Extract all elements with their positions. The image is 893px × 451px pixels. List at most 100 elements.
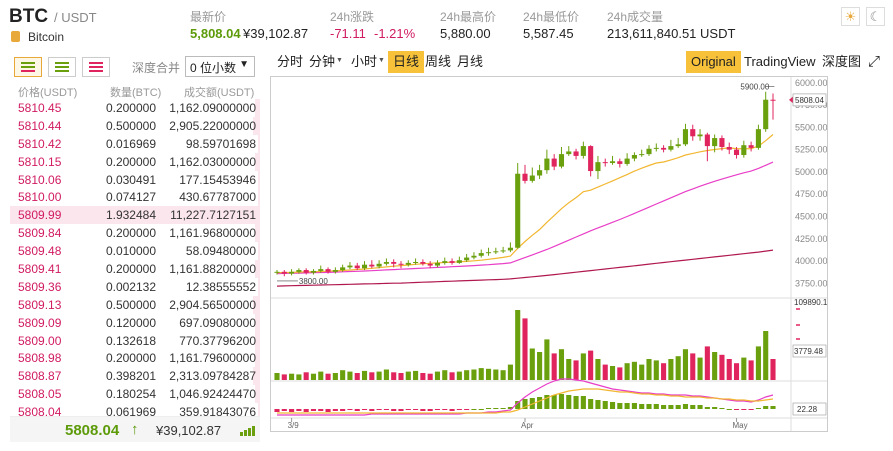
chart-tab[interactable]: 日线 [388, 51, 425, 73]
order-row[interactable]: 5810.44 0.500000 2,905.22000000 [10, 116, 260, 135]
volume-bar [340, 370, 346, 380]
chart-mode-tab[interactable]: Original [686, 51, 741, 73]
volume-bar [639, 364, 645, 380]
indicator-bar [609, 402, 616, 409]
order-row[interactable]: 5808.98 0.200000 1,161.79600000 [10, 349, 260, 368]
depth-bar [252, 295, 260, 314]
volume-bar [748, 360, 754, 380]
indicator-bar [763, 406, 769, 409]
candle-body [464, 257, 470, 261]
candle-body [631, 155, 637, 159]
signal-icon [240, 426, 255, 436]
depth-bar [252, 116, 260, 135]
candle-body [413, 262, 419, 264]
order-row[interactable]: 5809.36 0.002132 12.38555552 [10, 277, 260, 296]
order-amount: 1.932484 [105, 208, 156, 223]
candle-body [383, 262, 389, 264]
order-row[interactable]: 5809.48 0.010000 58.09480000 [10, 242, 260, 261]
stat-change: -71.11 [330, 26, 366, 41]
order-amount: 0.500000 [105, 118, 156, 133]
order-row[interactable]: 5810.45 0.200000 1,162.09000000 [10, 99, 260, 117]
candle-body [478, 253, 484, 256]
order-total: 58.09480000 [185, 244, 256, 259]
volume-bar [522, 318, 528, 380]
caret-down-icon: ▼ [336, 57, 343, 64]
sun-icon[interactable]: ☀ [841, 7, 860, 26]
order-amount: 0.200000 [105, 101, 156, 115]
view-both-icon[interactable] [14, 57, 42, 77]
candle-body [682, 129, 689, 145]
order-row[interactable]: 5809.13 0.500000 2,904.56500000 [10, 295, 260, 314]
chart-tab[interactable]: 分时 [277, 54, 304, 69]
indicator-bar [712, 407, 718, 409]
depth-select[interactable]: 0 位小数 ▼ [185, 56, 255, 77]
candle-body [748, 145, 754, 148]
order-amount: 0.016969 [105, 136, 156, 151]
x-tick-label: 3/9 [288, 421, 300, 430]
indicator-bar [413, 409, 419, 410]
view-bids-icon[interactable] [48, 57, 76, 77]
chart-mode-tab[interactable]: TradingView [744, 54, 816, 69]
chart-tab[interactable]: 周线 [425, 54, 452, 69]
indicator-tag [792, 402, 827, 416]
candle-body [573, 151, 579, 156]
chart-tab[interactable]: 月线 [457, 54, 484, 69]
chart-tab[interactable]: 分钟 [309, 54, 336, 69]
candle-body [617, 161, 623, 164]
order-price: 5810.00 [18, 190, 62, 205]
candle-body [442, 261, 448, 263]
candle-body [354, 265, 360, 269]
volume-bar [369, 372, 375, 380]
order-total: 11,227.7127151 [170, 208, 256, 223]
stat-label-change: 24h涨跌 [330, 10, 375, 24]
order-row[interactable]: 5809.09 0.120000 697.09080000 [10, 313, 260, 332]
indicator-bar [332, 409, 338, 411]
order-amount: 0.002132 [105, 279, 156, 294]
order-book: 深度合并 0 位小数 ▼ 价格(USDT) 数量(BTC) 成交额(USDT) … [10, 54, 260, 442]
volume-bar [507, 364, 513, 380]
order-row[interactable]: 5810.00 0.074127 430.67787000 [10, 188, 260, 207]
indicator-bar [289, 409, 295, 412]
volume-bar [398, 373, 404, 380]
kline-chart[interactable]: 6000.005750.005500.005250.005000.004750.… [270, 76, 828, 432]
order-amount: 0.200000 [105, 226, 156, 241]
indicator-bar [544, 395, 550, 409]
caret-down-icon: ▼ [378, 57, 385, 64]
candle-body [595, 162, 601, 172]
chart-tab[interactable]: 小时 [351, 54, 378, 69]
indicator-bar [551, 395, 557, 409]
depth-bar [255, 331, 260, 350]
chart-mode-tab[interactable]: 深度图 [822, 54, 862, 69]
order-row[interactable]: 5810.42 0.016969 98.59701698 [10, 134, 260, 153]
view-asks-icon[interactable] [82, 57, 110, 77]
order-row[interactable]: 5810.06 0.030491 177.15453946 [10, 170, 260, 189]
kline-svg[interactable]: 6000.005750.005500.005250.005000.004750.… [271, 77, 828, 431]
order-row[interactable]: 5808.05 0.180254 1,046.92424470 [10, 385, 260, 404]
order-row[interactable]: 5809.84 0.200000 1,161.96800000 [10, 224, 260, 243]
moon-icon[interactable]: ☾ [866, 7, 885, 26]
indicator-bar [537, 397, 543, 409]
volume-bar [303, 372, 309, 380]
volume-bar [537, 352, 543, 380]
volume-bar [668, 359, 674, 380]
indicator-bar [281, 409, 287, 411]
indicator-bar [661, 405, 667, 409]
volume-bar [391, 372, 397, 380]
indicator-bar [733, 409, 740, 410]
indicator-bar [493, 408, 499, 409]
indicator-bar [646, 404, 652, 409]
order-row[interactable]: 5808.87 0.398201 2,313.09784287 [10, 367, 260, 386]
order-total: 98.59701698 [185, 136, 256, 151]
order-row[interactable]: 5809.00 0.132618 770.37796200 [10, 331, 260, 350]
order-row[interactable]: 5808.04 0.061969 359.91843076 [10, 403, 260, 422]
volume-bar [741, 357, 747, 380]
volume-bar [485, 368, 492, 380]
order-row[interactable]: 5809.99 1.932484 11,227.7127151 [10, 206, 260, 225]
order-row[interactable]: 5810.15 0.200000 1,162.03000000 [10, 152, 260, 171]
candle-body [405, 262, 411, 265]
indicator-bar [566, 395, 572, 409]
candle-body [332, 270, 338, 272]
depth-bar [257, 170, 260, 189]
order-row[interactable]: 5809.41 0.200000 1,161.88200000 [10, 260, 260, 278]
fullscreen-icon[interactable]: ⤢ [868, 53, 881, 70]
